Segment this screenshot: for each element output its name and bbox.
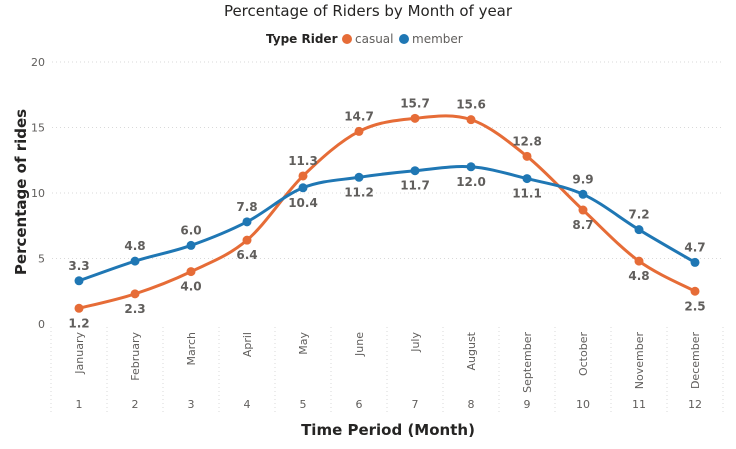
data-point-casual[interactable] <box>634 256 644 266</box>
gridlines <box>52 61 724 259</box>
x-tick-number: 7 <box>412 398 419 411</box>
x-tick-number: 6 <box>356 398 363 411</box>
data-label-member: 4.8 <box>124 239 145 253</box>
series-group <box>74 113 700 313</box>
data-point-casual[interactable] <box>242 235 252 245</box>
x-axis-categories: January 1 February 2 March 3 April 4 May 5 June 6 Ju… <box>50 327 724 415</box>
data-point-member[interactable] <box>634 225 644 235</box>
series-line-member <box>78 165 696 283</box>
x-tick-number: 5 <box>300 398 307 411</box>
data-point-casual[interactable] <box>74 303 84 313</box>
legend-label-member: member <box>412 32 463 46</box>
data-label-member: 10.4 <box>288 196 318 210</box>
data-point-member[interactable] <box>130 256 140 266</box>
data-point-casual[interactable] <box>410 113 420 123</box>
x-tick-month: March <box>185 332 198 366</box>
data-point-member[interactable] <box>410 166 420 176</box>
data-point-member[interactable] <box>690 257 700 267</box>
data-label-member: 11.1 <box>512 187 542 201</box>
data-point-member[interactable] <box>466 162 476 172</box>
data-point-member[interactable] <box>242 217 252 227</box>
data-label-member: 12.0 <box>456 175 486 189</box>
data-label-member: 11.2 <box>344 185 374 199</box>
x-tick-month: December <box>689 332 702 390</box>
x-tick-month: February <box>129 332 142 381</box>
chart-title: Percentage of Riders by Month of year <box>224 2 513 20</box>
data-label-casual: 11.3 <box>288 154 318 168</box>
x-axis-label: Time Period (Month) <box>301 421 475 439</box>
data-point-member[interactable] <box>74 276 84 286</box>
x-tick-number: 9 <box>524 398 531 411</box>
data-point-casual[interactable] <box>522 151 532 161</box>
data-label-casual: 6.4 <box>236 248 257 262</box>
x-tick-number: 2 <box>132 398 139 411</box>
x-tick-month: January <box>73 332 86 375</box>
data-point-casual[interactable] <box>354 126 364 136</box>
data-label-casual: 15.7 <box>400 96 430 110</box>
y-axis-ticks: 0 5 10 15 20 <box>31 56 45 331</box>
legend: Type Rider casual member <box>266 32 463 46</box>
x-tick-month: September <box>521 332 534 393</box>
data-point-member[interactable] <box>186 240 196 250</box>
y-tick-label: 15 <box>31 122 45 135</box>
data-label-casual: 2.5 <box>684 299 705 313</box>
data-label-member: 9.9 <box>572 172 593 186</box>
data-point-casual[interactable] <box>130 289 140 299</box>
data-label-member: 6.0 <box>180 223 201 237</box>
legend-marker-casual <box>342 34 352 44</box>
legend-title: Type Rider <box>266 32 338 46</box>
legend-label-casual: casual <box>355 32 394 46</box>
data-label-member: 7.2 <box>628 208 649 222</box>
data-label-casual: 2.3 <box>124 302 145 316</box>
data-label-member: 11.7 <box>400 179 430 193</box>
data-labels-group: 1.2 2.3 4.0 6.4 11.3 14.7 15.7 15.6 12.8 8.7 4.8 2.… <box>68 96 705 330</box>
data-label-casual: 4.8 <box>628 269 649 283</box>
data-label-casual: 8.7 <box>572 218 593 232</box>
x-tick-month: August <box>465 331 478 370</box>
x-tick-number: 8 <box>468 398 475 411</box>
data-label-casual: 15.6 <box>456 98 486 112</box>
y-tick-label: 10 <box>31 187 45 200</box>
y-tick-label: 0 <box>38 318 45 331</box>
x-tick-number: 4 <box>244 398 251 411</box>
x-tick-month: June <box>353 332 366 357</box>
x-tick-number: 12 <box>688 398 702 411</box>
y-tick-label: 5 <box>38 253 45 266</box>
data-label-casual: 4.0 <box>180 280 201 294</box>
data-label-member: 4.7 <box>684 240 705 254</box>
x-tick-month: April <box>241 332 254 357</box>
data-point-member[interactable] <box>354 172 364 182</box>
data-label-casual: 12.8 <box>512 134 542 148</box>
x-tick-month: October <box>577 332 590 376</box>
data-point-member[interactable] <box>522 174 532 184</box>
data-point-casual[interactable] <box>298 171 308 181</box>
x-tick-number: 1 <box>76 398 83 411</box>
series-line-casual <box>78 114 696 310</box>
data-point-casual[interactable] <box>578 205 588 215</box>
legend-marker-member <box>399 34 409 44</box>
data-label-member: 3.3 <box>68 259 89 273</box>
x-tick-number: 10 <box>576 398 590 411</box>
data-label-casual: 1.2 <box>68 316 89 330</box>
data-point-member[interactable] <box>578 189 588 199</box>
data-label-casual: 14.7 <box>344 109 374 123</box>
x-tick-number: 11 <box>632 398 646 411</box>
data-point-casual[interactable] <box>690 286 700 296</box>
x-tick-month: July <box>409 332 422 353</box>
data-point-casual[interactable] <box>466 115 476 125</box>
data-point-casual[interactable] <box>186 267 196 277</box>
data-point-member[interactable] <box>298 183 308 193</box>
x-tick-month: November <box>633 332 646 390</box>
y-axis-label: Percentage of rides <box>12 109 30 275</box>
y-tick-label: 20 <box>31 56 45 69</box>
x-tick-number: 3 <box>188 398 195 411</box>
x-tick-month: May <box>297 332 310 355</box>
data-label-member: 7.8 <box>236 200 257 214</box>
